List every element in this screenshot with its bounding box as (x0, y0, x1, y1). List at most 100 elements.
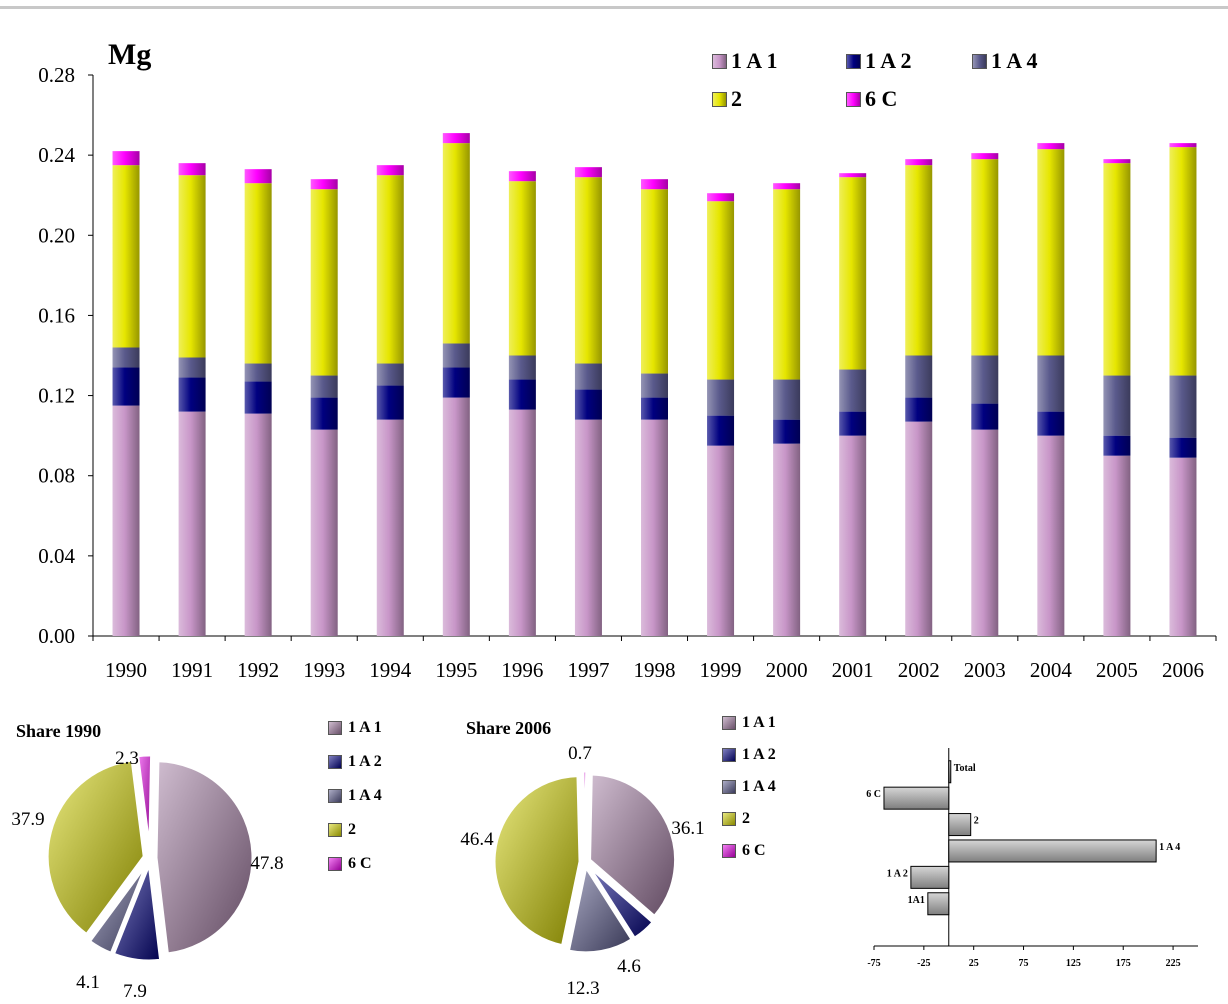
main-chart-axes: 0.00 0.04 0.08 0.12 0.16 0.20 0.24 0.28 1990 1991… (38, 63, 1217, 682)
bar-1-a-4-2001 (839, 369, 867, 412)
bar-1-a-1-1992 (244, 413, 272, 636)
legend-item-6-c: 6 C (328, 855, 372, 873)
bar-1-a-4-2006 (1169, 375, 1197, 438)
legend-item-1-a-2: 1 A 2 (328, 753, 382, 771)
pie-slice-1-a-2 (111, 863, 163, 963)
bar-6-c-2005 (1103, 159, 1131, 164)
bar-6-c-1990 (112, 151, 140, 166)
pie-slice-6-c (581, 769, 589, 858)
bar-2-2000 (773, 189, 801, 380)
pie-slice-1-a-4 (566, 862, 635, 955)
bar-6-c-1993 (310, 179, 338, 190)
pie-slice-2 (45, 758, 146, 937)
hbar-1-a-2 (910, 865, 950, 889)
legend-item-6-c: 6 C (846, 86, 897, 112)
bar-6-c-1998 (641, 179, 668, 190)
hbar-category-label: 1 A 2 (887, 868, 908, 879)
bar-1-a-1-2004 (1037, 435, 1065, 636)
legend-swatch (722, 748, 736, 762)
x-tick-label: 2002 (898, 658, 940, 682)
pie-2006-title: Share 2006 (466, 718, 552, 738)
hbar-x-tick-label: 225 (1166, 958, 1181, 969)
bar-1-a-4-2003 (971, 355, 999, 404)
bar-1-a-4-1994 (376, 363, 404, 386)
pie-slice-1-a-2 (586, 864, 656, 941)
pie-slice-6-c (135, 753, 154, 853)
bar-2-2003 (971, 159, 999, 356)
bar-1-a-2-1995 (442, 367, 470, 398)
bar-1-a-4-1996 (508, 355, 536, 380)
bar-1-a-2-2002 (905, 397, 933, 422)
bar-1-a-1-1994 (376, 419, 404, 636)
bar-2-1991 (178, 175, 206, 358)
pie-value-label: 36.1 (671, 818, 704, 839)
bar-1-a-4-1990 (112, 347, 140, 368)
bar-1-a-2-2005 (1103, 435, 1131, 456)
bar-2-1998 (641, 189, 668, 374)
bar-6-c-1991 (178, 163, 206, 176)
bar-1-a-4-2004 (1037, 355, 1065, 412)
y-tick-label: 0.08 (38, 464, 75, 488)
hbar-x-tick-label: -75 (867, 958, 880, 969)
legend-label: 1 A 4 (742, 778, 776, 795)
hbar-x-tick-label: 25 (969, 958, 979, 969)
x-tick-label: 2006 (1162, 658, 1204, 682)
x-tick-label: 1996 (501, 658, 543, 682)
bar-6-c-1996 (508, 171, 536, 182)
legend-swatch (846, 91, 861, 107)
hbar-category-label: 6 C (866, 789, 881, 800)
bar-1-a-2-2001 (839, 411, 867, 436)
x-tick-label: 1997 (567, 658, 609, 682)
legend-swatch (722, 844, 736, 858)
hbar-2 (948, 813, 972, 837)
legend-item-1-a-1: 1 A 1 (712, 48, 777, 74)
hbar-category-label: Total (954, 763, 976, 774)
y-tick-label: 0.04 (38, 544, 75, 568)
bar-1-a-4-2005 (1103, 375, 1131, 436)
legend-item-1-a-4: 1 A 4 (722, 778, 776, 796)
bar-2-1993 (310, 189, 338, 376)
bar-2-1996 (508, 181, 536, 356)
bar-1-a-2-2000 (773, 419, 801, 444)
bar-6-c-2006 (1169, 143, 1197, 148)
legend-swatch (722, 812, 736, 826)
legend-swatch (712, 53, 727, 69)
legend-label: 6 C (348, 855, 372, 872)
legend-label: 6 C (742, 842, 766, 859)
bar-1-a-2-2004 (1037, 411, 1065, 436)
x-tick-label: 2003 (964, 658, 1006, 682)
bar-1-a-4-1992 (244, 363, 272, 382)
bar-1-a-2-1993 (310, 397, 338, 430)
x-tick-label: 1995 (435, 658, 477, 682)
pie-value-label: 46.4 (460, 829, 494, 850)
bar-1-a-1-1997 (574, 419, 602, 636)
top-divider (0, 6, 1228, 9)
bar-1-a-1-1990 (112, 405, 140, 636)
hbar-category-label: 1A1 (908, 895, 925, 906)
legend-swatch (328, 755, 342, 769)
x-tick-label: 2005 (1096, 658, 1138, 682)
legend-item-2: 2 (712, 86, 742, 112)
legend-label: 1 A 2 (742, 746, 776, 763)
x-tick-label: 1999 (700, 658, 742, 682)
x-tick-label: 1991 (171, 658, 213, 682)
pie-value-label: 47.8 (250, 853, 283, 874)
bar-6-c-1999 (707, 193, 735, 202)
pie-value-label: 0.7 (568, 743, 592, 764)
bar-2-2002 (905, 165, 933, 356)
bar-6-c-1994 (376, 165, 404, 176)
hbar-6-c (883, 786, 950, 810)
bar-1-a-1-2006 (1169, 457, 1197, 636)
legend-item-2: 2 (328, 821, 356, 839)
legend-swatch (846, 53, 861, 69)
legend-label: 1 A 2 (865, 48, 912, 73)
pie-slice-2 (492, 774, 582, 948)
pie-1990: 47.8 7.9 4.1 37.9 2.3 (11, 748, 283, 1002)
legend-label: 1 A 4 (991, 48, 1038, 73)
legend-swatch (722, 780, 736, 794)
hbar-x-tick-label: 125 (1066, 958, 1081, 969)
bar-6-c-2001 (839, 173, 867, 178)
legend-label: 1 A 2 (348, 753, 382, 770)
pie-value-label: 4.6 (617, 956, 641, 977)
